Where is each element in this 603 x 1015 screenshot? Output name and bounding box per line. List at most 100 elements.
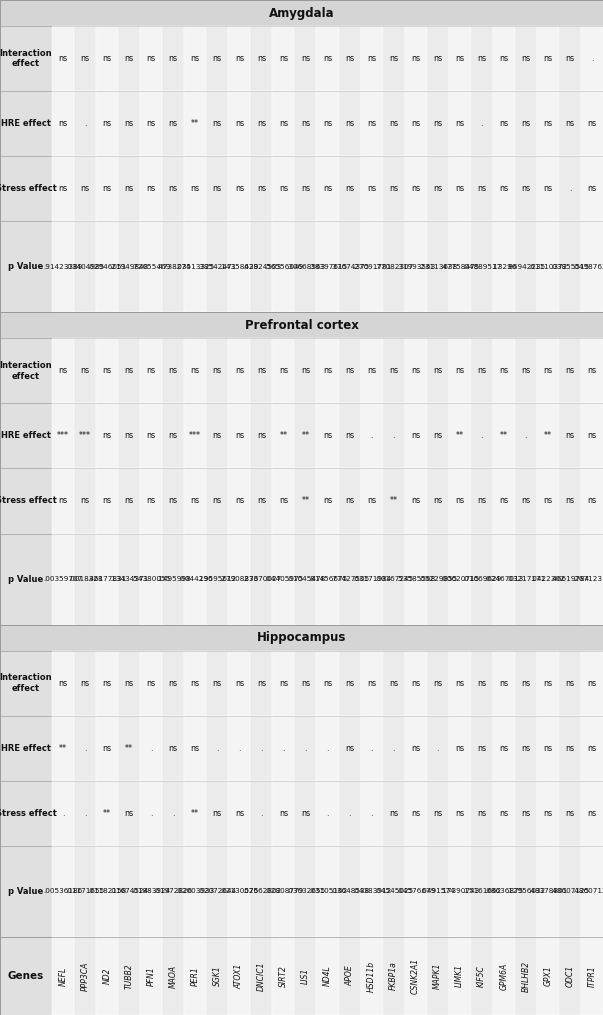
Text: .4738274: .4738274 [156,264,191,270]
Bar [317,26,338,91]
Bar [185,534,206,624]
Text: ns: ns [279,54,288,63]
Bar [294,156,317,221]
Bar [338,937,361,1015]
Text: ns: ns [477,184,487,193]
Bar [317,91,338,156]
Text: ns: ns [587,496,596,505]
Bar [405,716,427,781]
Text: ns: ns [455,679,464,688]
Text: ns: ns [58,496,68,505]
Text: .46177831: .46177831 [87,577,127,582]
Bar [273,469,294,534]
Text: ns: ns [279,809,288,818]
Text: ODC1: ODC1 [566,965,575,987]
Bar [96,26,118,91]
Bar [581,469,603,534]
Bar [537,91,559,156]
Bar [537,534,559,624]
Bar [493,781,515,845]
Text: .: . [326,809,329,818]
Text: ns: ns [522,679,531,688]
Text: APOE: APOE [345,965,354,987]
Text: ns: ns [147,496,156,505]
Bar [427,338,449,403]
Text: LIMK1: LIMK1 [455,964,464,988]
Text: ns: ns [389,366,398,376]
Bar [382,338,405,403]
Bar [185,469,206,534]
Bar [294,403,317,469]
Text: ns: ns [103,496,112,505]
Text: ns: ns [587,431,596,441]
Text: BHLHB2: BHLHB2 [522,960,531,992]
Bar [338,781,361,845]
Text: ns: ns [455,54,464,63]
Text: ns: ns [477,496,487,505]
Bar [229,937,250,1015]
Bar [382,716,405,781]
Bar [96,716,118,781]
Bar [317,937,338,1015]
Bar [229,469,250,534]
Text: ns: ns [125,366,134,376]
Bar [0,781,52,845]
Text: p Value: p Value [8,887,43,896]
Bar [294,338,317,403]
Text: .02946051: .02946051 [87,264,127,270]
Bar [74,403,96,469]
Bar [250,651,273,716]
Bar [427,937,449,1015]
Text: ns: ns [147,54,156,63]
Bar [471,716,493,781]
Bar [185,845,206,937]
Text: .38397615: .38397615 [308,264,347,270]
Bar [250,534,273,624]
Text: .01972826: .01972826 [154,888,193,894]
Text: .: . [84,119,86,128]
Bar [206,91,229,156]
Text: .63824503: .63824503 [242,264,281,270]
Text: **: ** [456,431,464,441]
Bar [559,469,581,534]
Text: PFN1: PFN1 [147,966,156,986]
Bar [537,781,559,845]
Bar [250,221,273,313]
Bar [74,156,96,221]
Text: ns: ns [103,431,112,441]
Bar [382,651,405,716]
Text: ns: ns [411,119,420,128]
Bar [273,156,294,221]
Text: .14358429: .14358429 [219,264,259,270]
Bar [162,221,185,313]
Bar [52,156,74,221]
Bar [96,845,118,937]
Text: ns: ns [279,366,288,376]
Text: ns: ns [301,366,310,376]
Bar [273,534,294,624]
Text: ns: ns [499,119,508,128]
Text: LIS1: LIS1 [301,968,310,985]
Text: .00536186: .00536186 [43,888,83,894]
Text: ns: ns [566,679,575,688]
Bar [140,221,162,313]
Bar [338,403,361,469]
Text: ns: ns [80,679,90,688]
Bar [361,937,382,1015]
Text: ns: ns [433,184,442,193]
Text: ns: ns [389,54,398,63]
Text: ITPR1: ITPR1 [587,965,596,987]
Text: .23113638: .23113638 [418,264,457,270]
Bar [162,781,185,845]
Bar [427,716,449,781]
Text: .03513325: .03513325 [175,264,215,270]
Text: .: . [370,809,373,818]
Text: ns: ns [367,54,376,63]
Text: ns: ns [235,679,244,688]
Text: ns: ns [125,119,134,128]
Text: ns: ns [522,184,531,193]
Text: ns: ns [235,431,244,441]
Text: .02130576: .02130576 [219,888,259,894]
Text: ns: ns [499,809,508,818]
Text: ns: ns [323,366,332,376]
